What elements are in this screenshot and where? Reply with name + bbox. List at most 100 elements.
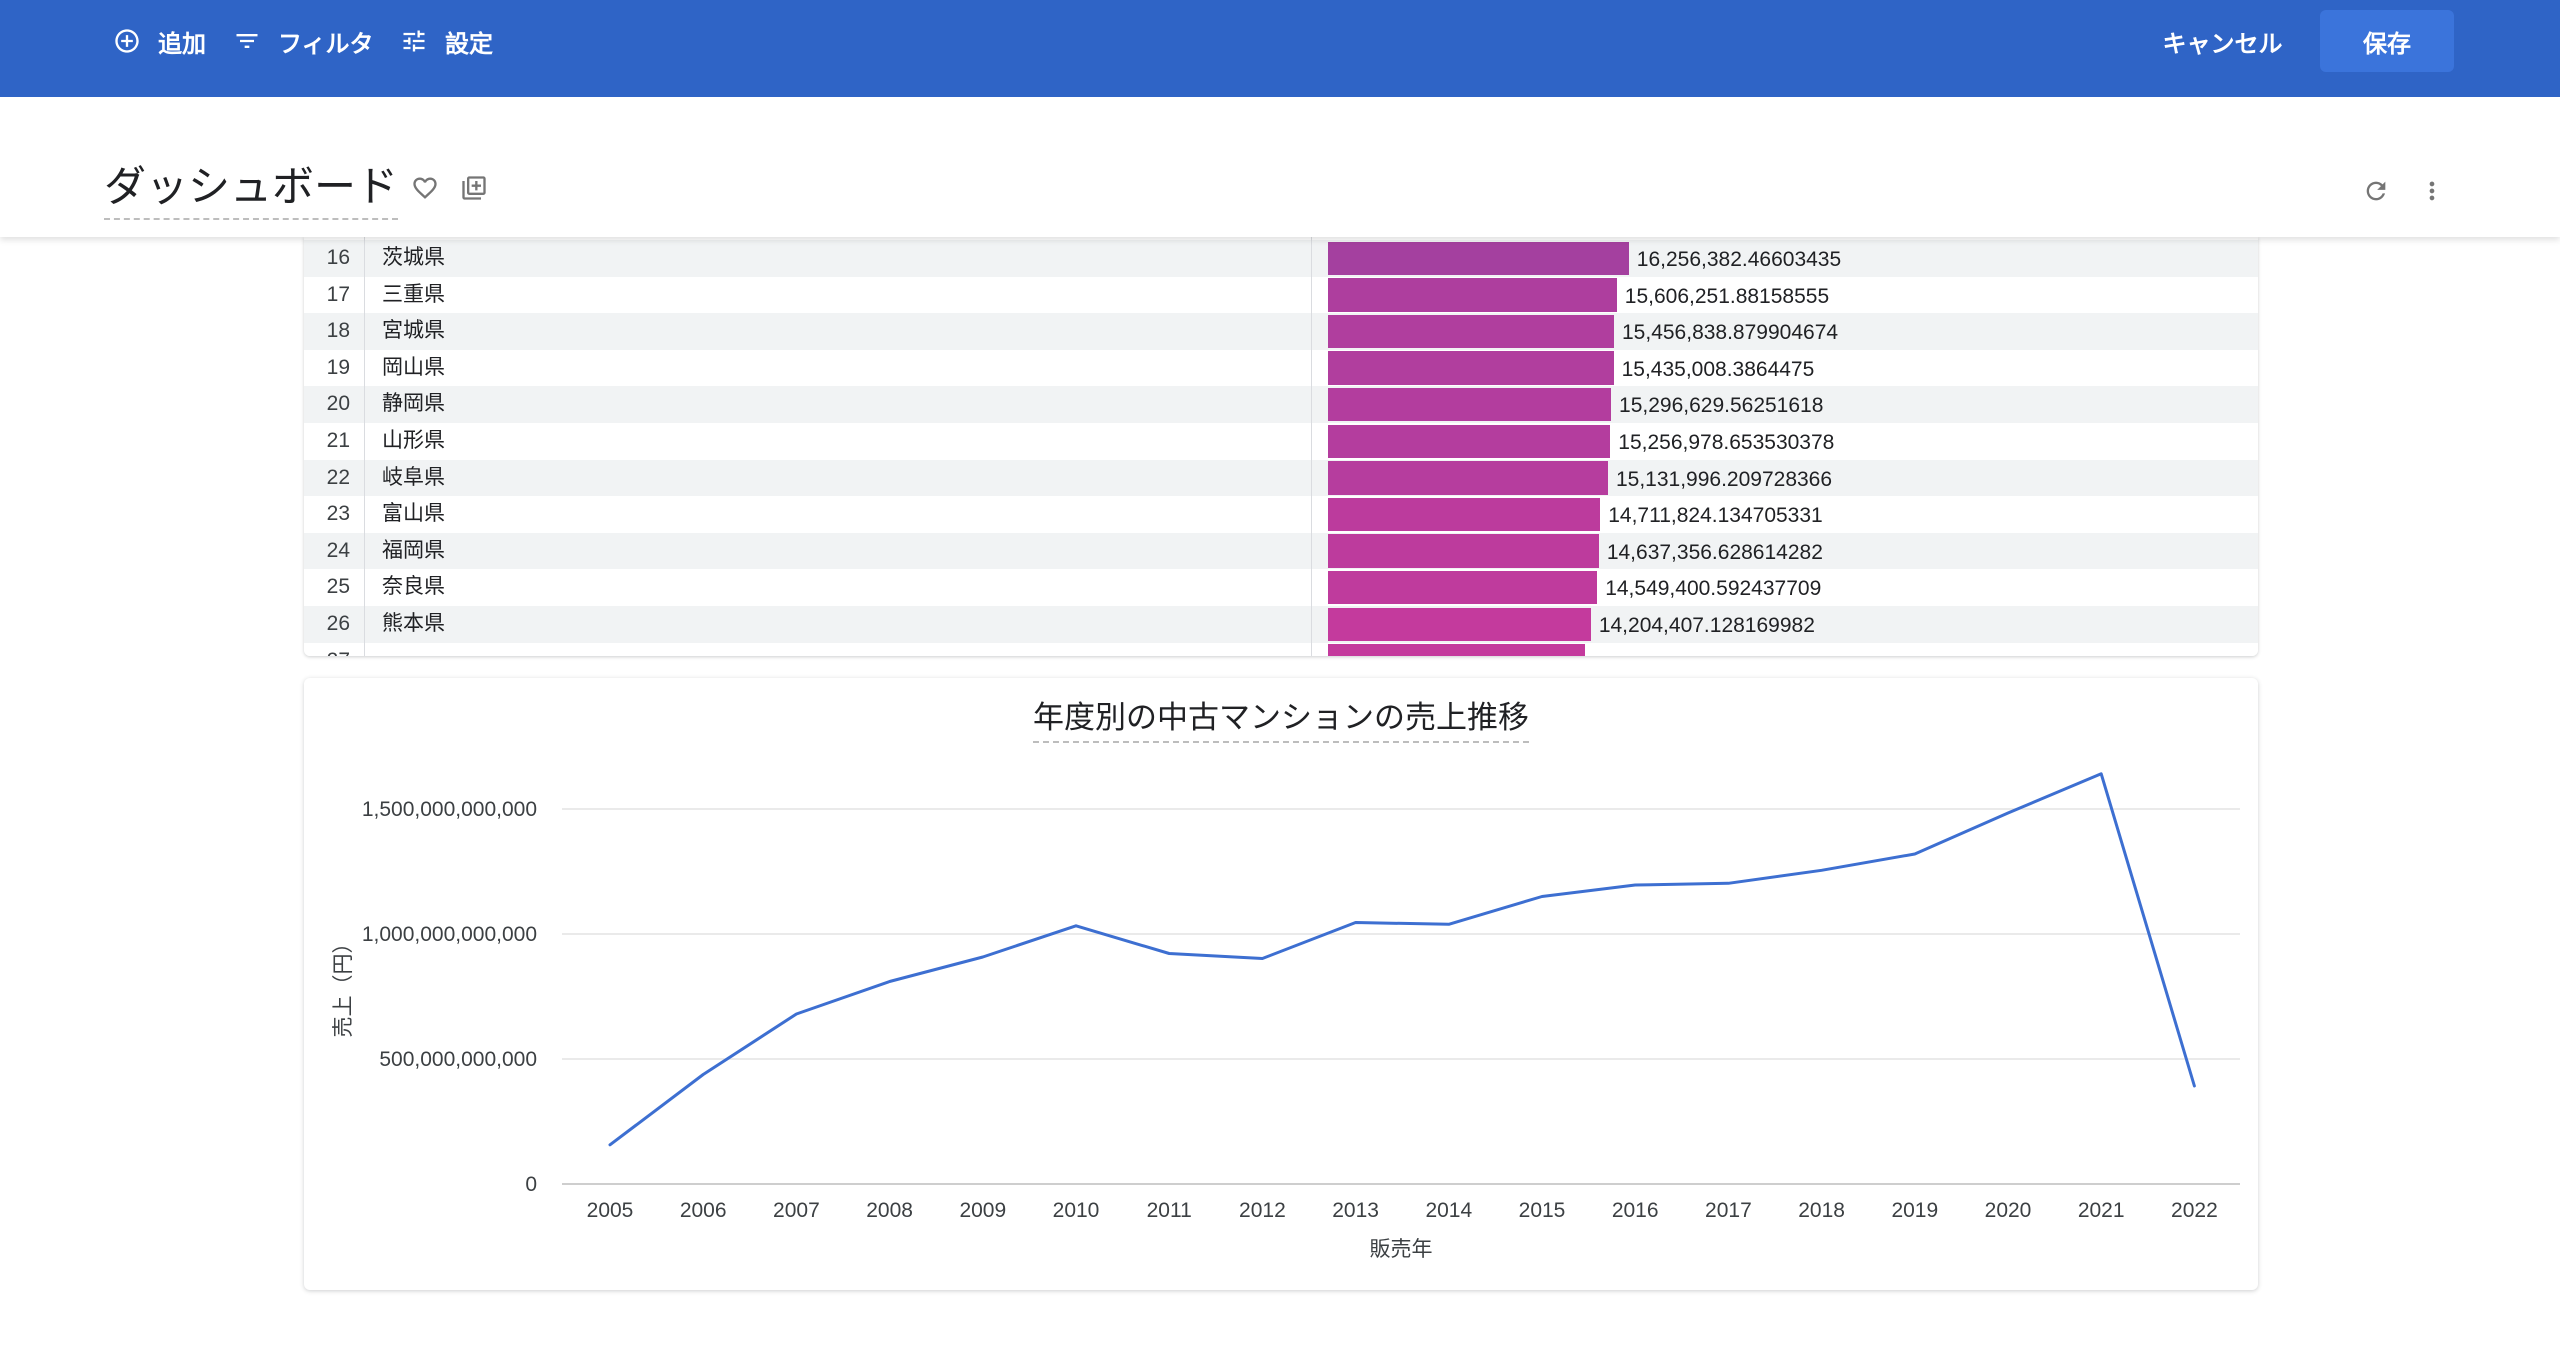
add-circle-icon: [113, 27, 141, 55]
x-tick-label: 2009: [959, 1199, 1006, 1222]
value-bar: [1328, 314, 1614, 349]
save-button-label: 保存: [2363, 30, 2411, 58]
x-tick-label: 2021: [2078, 1199, 2125, 1222]
row-rank: 19: [326, 355, 350, 379]
y-tick-label: 0: [525, 1173, 537, 1196]
prefecture-name: 富山県: [382, 502, 445, 526]
value-label: 14,711,824.134705331: [1608, 504, 1823, 528]
value-label: 15,131,996.209728366: [1615, 467, 1833, 491]
filter-icon: [233, 27, 261, 55]
series-line[interactable]: [608, 772, 2196, 1147]
column-divider: [1311, 237, 1312, 656]
table-row: 18 宮城県 15,456,838.879904674: [304, 313, 2258, 350]
prefecture-name: 岡山県: [382, 355, 445, 379]
heart-icon[interactable]: [411, 174, 439, 202]
x-axis-title: 販売年: [1370, 1238, 1433, 1261]
prefecture-name: 熊本県: [382, 612, 445, 635]
x-tick-label: 2018: [1798, 1199, 1845, 1222]
table-row: 25 奈良県 14,549,400.592437709: [304, 569, 2258, 606]
value-label: 15,256,978.653530378: [1618, 431, 1835, 454]
x-tick-label: 2015: [1519, 1199, 1566, 1222]
prefecture-name: 宮城県: [382, 319, 445, 343]
table-row: 20 静岡県 15,296,629.56251618: [304, 386, 2258, 423]
table-row: 17 三重県 15,606,251.88158555: [304, 276, 2258, 314]
y-axis-title: 売上（円）: [332, 933, 355, 1038]
value-label: 15,435,008.3864475: [1621, 357, 1815, 381]
x-tick-label: 2010: [1053, 1199, 1100, 1222]
table-row: 21 山形県 15,256,978.653530378: [304, 423, 2258, 460]
x-tick-label: 2020: [1985, 1199, 2032, 1222]
value-label: 14,204,407.128169982: [1598, 614, 1815, 637]
x-tick-label: 2011: [1147, 1199, 1192, 1222]
table-row: 22 岐阜県 15,131,996.209728366: [304, 459, 2258, 497]
x-tick-label: 2013: [1332, 1199, 1379, 1222]
table-row: 19 岡山県 15,435,008.3864475: [304, 349, 2258, 387]
table-row: 26 熊本県 14,204,407.128169982: [304, 606, 2258, 643]
value-bar: [1328, 534, 1599, 568]
refresh-icon[interactable]: [2362, 177, 2390, 205]
dashboard-header: ダッシュボード: [0, 97, 2560, 237]
y-tick-label: 1,500,000,000,000: [362, 798, 537, 821]
row-rank: 25: [326, 575, 350, 599]
row-rank: 18: [326, 319, 350, 343]
settings-button-label: 設定: [445, 30, 493, 58]
filter-button-label: フィルタ: [278, 30, 374, 58]
prefecture-name: 茨城県: [382, 246, 445, 269]
column-divider: [364, 237, 365, 656]
value-bar: [1328, 644, 1585, 656]
save-button[interactable]: 保存: [2320, 10, 2454, 72]
x-tick-label: 2022: [2171, 1199, 2218, 1222]
y-tick-label: 1,000,000,000,000: [362, 923, 537, 946]
x-tick-label: 2008: [866, 1199, 913, 1222]
tune-icon: [400, 27, 428, 55]
prefecture-name: 山形県: [382, 429, 445, 452]
x-tick-label: 2016: [1612, 1199, 1659, 1222]
filter-button[interactable]: フィルタ: [233, 20, 374, 62]
top-toolbar: 追加 フィルタ 設定 キャンセル 保存: [0, 0, 2560, 97]
value-label: 15,606,251.88158555: [1624, 284, 1830, 308]
table-row: 24 福岡県 14,637,356.628614282: [304, 532, 2258, 570]
value-bar: [1328, 461, 1608, 495]
library-add-icon[interactable]: [460, 174, 488, 202]
row-rank: 17: [326, 282, 350, 306]
x-tick-label: 2006: [680, 1199, 727, 1222]
row-rank: 16: [326, 246, 350, 269]
page-title[interactable]: ダッシュボード: [104, 161, 399, 220]
value-label: 15,456,838.879904674: [1622, 321, 1839, 345]
value-bar: [1328, 241, 1629, 275]
value-bar: [1328, 387, 1612, 422]
table-body: 16 茨城県 16,256,382.46603435 17 三重県 15,606,251.…: [304, 237, 2258, 656]
settings-button[interactable]: 設定: [400, 20, 493, 62]
row-rank: 26: [326, 612, 350, 635]
x-tick-label: 2019: [1891, 1199, 1938, 1222]
chart-title[interactable]: 年度別の中古マンションの売上推移: [1033, 699, 1529, 743]
line-chart-card: 0 500,000,000,000 1,000,000,000,000 1,500,0…: [304, 678, 2258, 1290]
prefecture-name: 奈良県: [382, 575, 445, 599]
row-rank: 27: [304, 643, 350, 656]
y-tick-label: 500,000,000,000: [379, 1048, 537, 1071]
row-rank: 22: [326, 465, 350, 489]
prefecture-name: 静岡県: [382, 392, 445, 416]
x-tick-label: 2007: [773, 1199, 820, 1222]
value-bar: [1328, 607, 1591, 641]
prefecture-name: 岐阜県: [382, 465, 445, 489]
more-vert-icon[interactable]: [2418, 177, 2446, 205]
add-button[interactable]: 追加: [113, 20, 206, 62]
prefecture-table[interactable]: 16 茨城県 16,256,382.46603435 17 三重県 15,606,251.…: [304, 237, 2258, 656]
x-tick-label: 2012: [1239, 1199, 1286, 1222]
value-bar: [1328, 278, 1617, 312]
x-tick-label: 2014: [1425, 1199, 1472, 1222]
prefecture-name: 三重県: [382, 282, 445, 306]
value-label: 14,549,400.592437709: [1605, 577, 1822, 601]
table-row: 16 茨城県 16,256,382.46603435: [304, 240, 2258, 277]
value-label: 16,256,382.46603435: [1636, 248, 1842, 271]
row-rank: 20: [326, 392, 350, 416]
value-bar: [1328, 570, 1598, 605]
row-rank: 21: [326, 429, 350, 452]
value-label: 14,637,356.628614282: [1606, 540, 1823, 564]
table-row: 23 富山県 14,711,824.134705331: [304, 496, 2258, 533]
x-tick-label: 2017: [1705, 1199, 1752, 1222]
cancel-button[interactable]: キャンセル: [2162, 30, 2283, 58]
row-rank: 23: [326, 502, 350, 526]
value-label: 15,296,629.56251618: [1619, 394, 1824, 418]
